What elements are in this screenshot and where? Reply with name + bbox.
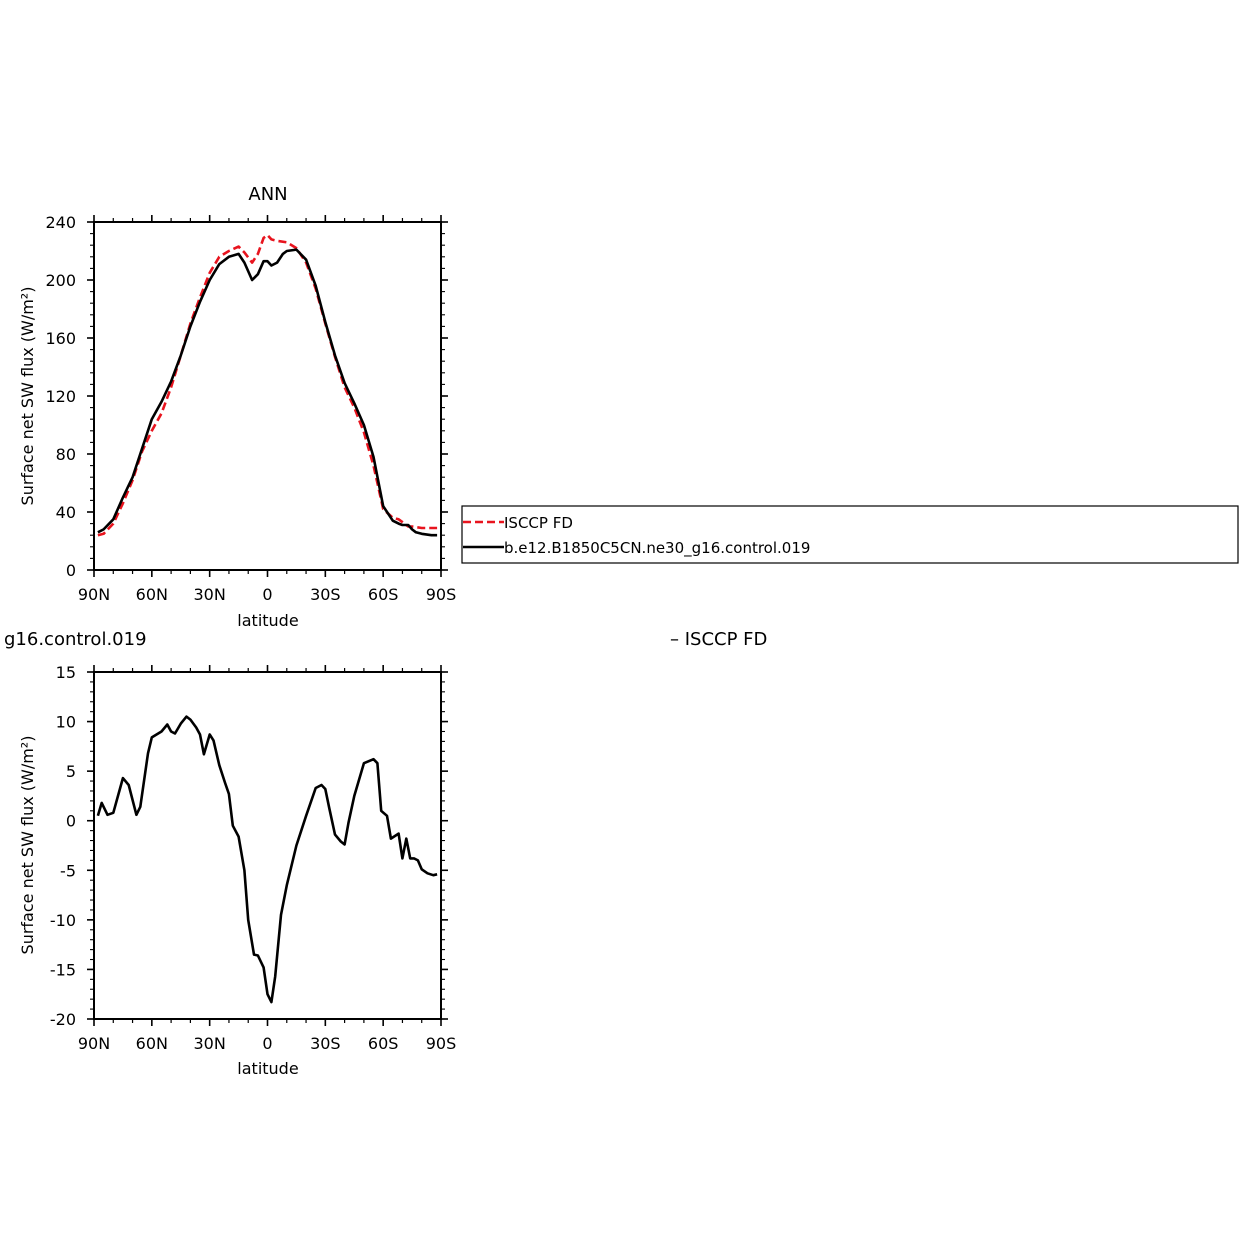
top-x-tick-label: 90N [78, 585, 110, 604]
top-x-tick-label: 30N [194, 585, 226, 604]
bottom-y-axis-title: Surface net SW flux (W/m²) [18, 736, 37, 955]
bottom-y-tick-label: 15 [56, 663, 76, 682]
top-x-tick-label: 0 [262, 585, 272, 604]
legend-label-model: b.e12.B1850C5CN.ne30_g16.control.019 [504, 539, 810, 558]
top-y-tick-label: 200 [45, 271, 76, 290]
bottom-x-axis-title: latitude [237, 1059, 298, 1078]
bottom-chart-right-title: – ISCCP FD [670, 629, 767, 650]
top-y-tick-label: 240 [45, 213, 76, 232]
top-series-line-1 [97, 248, 438, 537]
top-x-tick-label: 90S [426, 585, 457, 604]
bottom-x-tick-label: 30N [194, 1034, 226, 1053]
top-y-tick-label: 80 [56, 445, 76, 464]
bottom-x-tick-label: 0 [262, 1034, 272, 1053]
bottom-y-tick-label: 10 [56, 713, 76, 732]
bottom-y-tick-label: -5 [60, 861, 76, 880]
bottom-series-line-0 [96, 715, 438, 1004]
legend-frame [461, 505, 1239, 564]
top-chart-title: ANN [248, 184, 287, 205]
bottom-y-tick-label: 0 [66, 812, 76, 831]
legend: ISCCP FD b.e12.B1850C5CN.ne30_g16.contro… [461, 505, 1239, 564]
top-x-tick-label: 30S [310, 585, 341, 604]
top-axis-ticks: 90N 60N 30N 0 30S 60S 90S 0 40 80 120 160 200 240 [45, 213, 456, 604]
bottom-x-tick-label: 90S [426, 1034, 457, 1053]
bottom-y-tick-label: 5 [66, 762, 76, 781]
legend-label-isccp: ISCCP FD [504, 514, 573, 532]
bottom-chart-title: g16.control.019 [4, 629, 147, 650]
top-y-axis-title: Surface net SW flux (W/m²) [18, 287, 37, 506]
bottom-y-tick-label: -10 [50, 911, 76, 930]
bottom-x-tick-label: 60N [136, 1034, 168, 1053]
top-plot-frame [93, 221, 442, 571]
top-x-axis-title: latitude [237, 611, 298, 630]
bottom-line-chart: g16.control.019 – ISCCP FD Surface net S… [4, 629, 767, 1078]
bottom-plot-frame [93, 671, 442, 1020]
top-series-line-0 [97, 233, 438, 537]
bottom-y-tick-label: -20 [50, 1010, 76, 1029]
top-x-tick-label: 60N [136, 585, 168, 604]
bottom-y-tick-label: -15 [50, 960, 76, 979]
top-series-group [97, 233, 438, 537]
top-line-chart: ANN Surface net SW flux (W/m²) latitude … [18, 184, 456, 630]
bottom-x-tick-label: 90N [78, 1034, 110, 1053]
top-x-tick-label: 60S [368, 585, 399, 604]
top-y-tick-label: 160 [45, 329, 76, 348]
bottom-x-tick-label: 60S [368, 1034, 399, 1053]
bottom-axis-ticks: 90N 60N 30N 0 30S 60S 90S -20 -15 -10 -5 0 5 10 15 [50, 663, 456, 1053]
bottom-series-group [96, 715, 438, 1004]
top-y-tick-label: 40 [56, 503, 76, 522]
bottom-x-tick-label: 30S [310, 1034, 341, 1053]
top-y-tick-label: 0 [66, 561, 76, 580]
top-y-tick-label: 120 [45, 387, 76, 406]
